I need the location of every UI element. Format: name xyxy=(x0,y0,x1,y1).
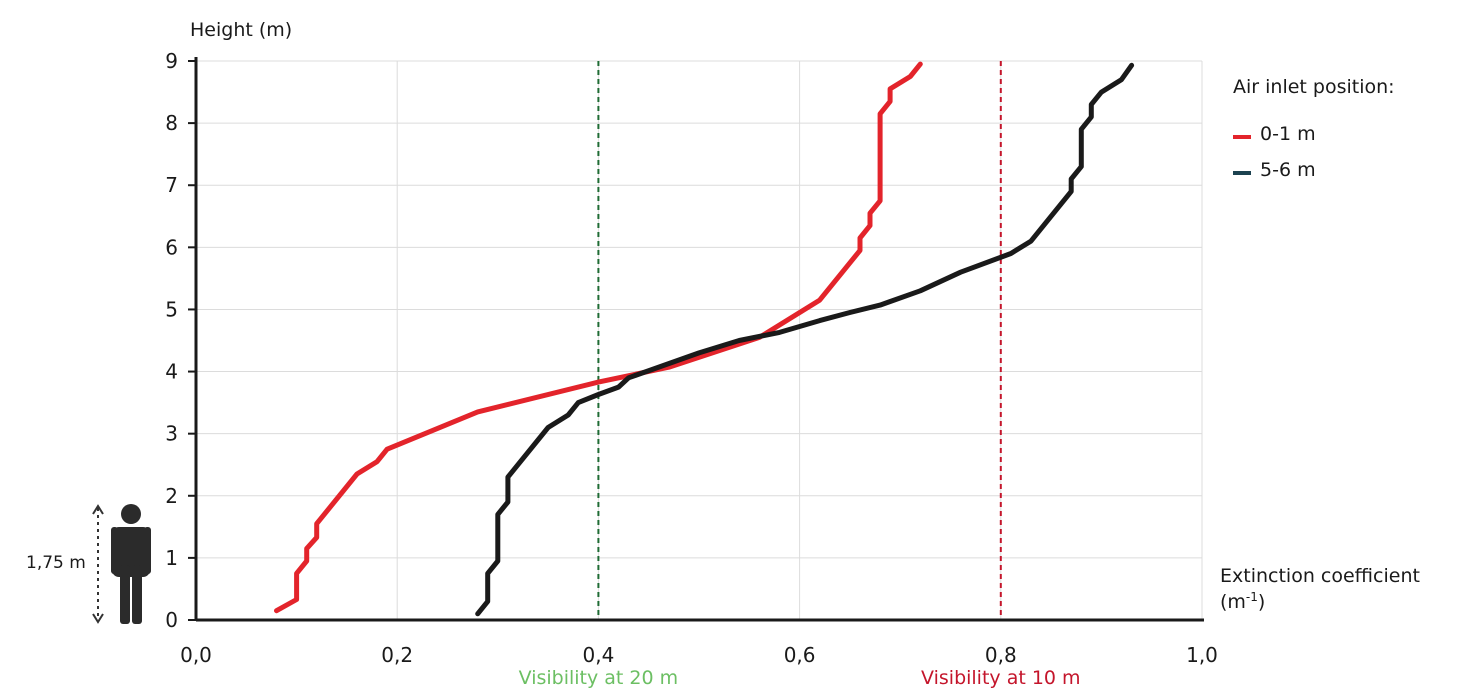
height-annotation: 1,75 m xyxy=(26,504,151,624)
legend: Air inlet position: 0-1 m 5-6 m xyxy=(1233,76,1395,181)
x-tick-label: 0,0 xyxy=(180,643,212,667)
y-tick-label: 8 xyxy=(165,111,178,135)
y-tick-label: 5 xyxy=(165,297,178,321)
y-tick-label: 9 xyxy=(165,49,178,73)
x-tick-label: 0,6 xyxy=(784,643,816,667)
y-tick-label: 7 xyxy=(165,173,178,197)
grid xyxy=(196,60,1203,620)
y-tick-label: 6 xyxy=(165,235,178,259)
x-axis-unit: (m-1) xyxy=(1220,590,1265,613)
dimension-arrow-bottom-icon xyxy=(92,613,104,624)
x-tick-label: 0,8 xyxy=(985,643,1017,667)
legend-title: Air inlet position: xyxy=(1233,76,1395,98)
x-tick-label: 0,2 xyxy=(381,643,413,667)
x-tick-label: 1,0 xyxy=(1186,643,1218,667)
x-axis-label: Extinction coefficient xyxy=(1220,565,1420,587)
legend-label-0-1m: 0-1 m xyxy=(1260,123,1316,145)
y-tick-label: 1 xyxy=(165,546,178,570)
y-tick-label: 3 xyxy=(165,422,178,446)
x-tick-label: 0,4 xyxy=(582,643,614,667)
y-tick-label: 4 xyxy=(165,360,178,384)
series-line-0 xyxy=(274,61,923,614)
person-icon xyxy=(111,504,151,624)
y-tick-label: 2 xyxy=(165,484,178,508)
axes xyxy=(188,57,1204,622)
reference-lines xyxy=(597,61,1002,620)
dimension-arrow-top-icon xyxy=(92,504,104,515)
reference-label-1: Visibility at 10 m xyxy=(921,667,1081,689)
reference-label-0: Visibility at 20 m xyxy=(519,667,679,689)
y-tick-label: 0 xyxy=(165,608,178,632)
height-label: 1,75 m xyxy=(26,553,86,573)
tick-labels: 0 1 2 3 4 5 6 7 8 9 0,0 0,2 0,4 0,6 0,8 1,0 Visibility a… xyxy=(165,49,1218,689)
series-lines xyxy=(274,61,1135,617)
y-axis-label: Height (m) xyxy=(190,19,292,41)
series-line-1 xyxy=(475,62,1135,617)
legend-label-5-6m: 5-6 m xyxy=(1260,159,1316,181)
